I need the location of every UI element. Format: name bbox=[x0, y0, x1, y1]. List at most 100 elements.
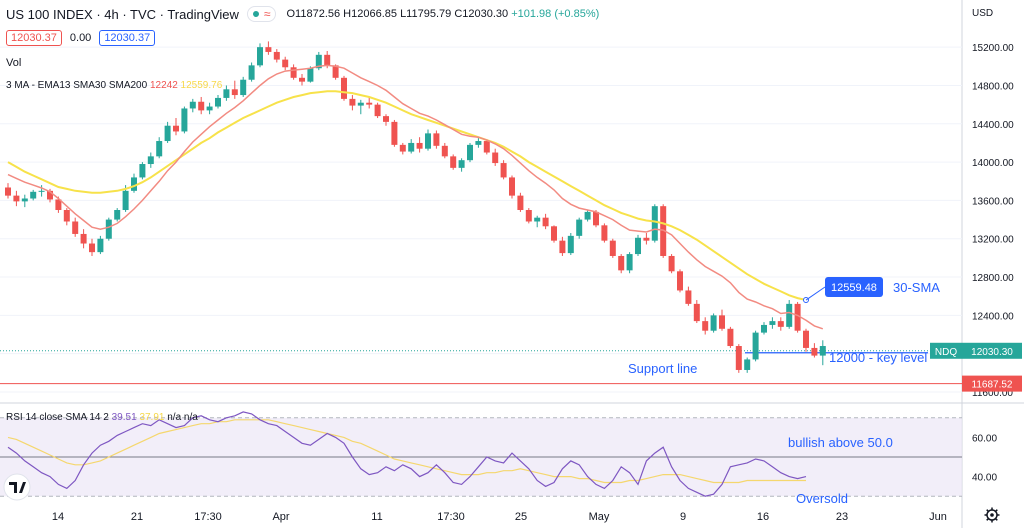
candle-body bbox=[147, 156, 154, 165]
candle-body bbox=[416, 142, 423, 149]
candle-body bbox=[794, 303, 801, 331]
price-tick-label: 14800.00 bbox=[972, 81, 1014, 92]
candle-body bbox=[677, 271, 683, 291]
candle-body bbox=[299, 77, 305, 82]
volume-legend[interactable]: Vol bbox=[6, 57, 22, 69]
market-status[interactable]: ≈ bbox=[246, 6, 277, 22]
candle-body bbox=[366, 102, 373, 105]
candle-body bbox=[47, 190, 53, 200]
ohlc-low: L11795.79 bbox=[400, 8, 452, 20]
candle-body bbox=[324, 54, 331, 66]
candle-body bbox=[777, 321, 784, 327]
candle-body bbox=[315, 54, 322, 69]
key-level-annotation: 12000 - key level bbox=[829, 350, 927, 365]
candle-body bbox=[231, 89, 238, 96]
spread-value: 0.00 bbox=[69, 32, 92, 44]
symbol-tag-box bbox=[930, 342, 962, 359]
price-tick-label: 14400.00 bbox=[972, 120, 1014, 131]
candle-body bbox=[542, 217, 549, 227]
ema13-value: 12242 bbox=[149, 80, 178, 91]
ma-legend-label: 3 MA - EMA13 SMA30 SMA200 bbox=[6, 80, 148, 91]
currency-label: USD bbox=[972, 8, 993, 19]
candle-body bbox=[517, 195, 524, 210]
rsi-legend-label: RSI 14 close SMA 14 2 bbox=[6, 412, 109, 423]
chart-header: US 100 INDEX · 4h · TVC · TradingView ≈ … bbox=[6, 6, 599, 22]
current-price-label: 12030.30 bbox=[971, 347, 1013, 358]
candle-body bbox=[483, 141, 490, 153]
candle-body bbox=[5, 187, 11, 196]
rsi-value: 39.51 bbox=[111, 412, 137, 423]
candle-body bbox=[282, 59, 289, 68]
candle-body bbox=[744, 359, 751, 370]
oversold-annotation: Oversold bbox=[796, 491, 848, 506]
candle-body bbox=[761, 324, 767, 333]
candle-body bbox=[643, 237, 650, 241]
candle-body bbox=[332, 65, 339, 78]
symbol-tag: NDQ bbox=[935, 347, 957, 358]
candle-body bbox=[131, 177, 137, 191]
ma-legend[interactable]: 3 MA - EMA13 SMA30 SMA200 12242 12559.76 bbox=[6, 80, 222, 91]
current-price-tag bbox=[962, 342, 1022, 359]
ohlc-change: +101.98 (+0.85%) bbox=[511, 8, 600, 20]
candle-body bbox=[660, 206, 667, 256]
candle-body bbox=[383, 116, 389, 122]
price-tick-label: 14000.00 bbox=[972, 158, 1014, 169]
rsi-line bbox=[7, 411, 807, 497]
gear-icon[interactable] bbox=[984, 507, 1000, 523]
sell-button[interactable]: 12030.37 bbox=[6, 30, 62, 46]
ohlc-high: H12066.85 bbox=[343, 8, 397, 20]
candle-body bbox=[72, 221, 79, 234]
time-tick-label: Apr bbox=[272, 511, 289, 523]
candle-body bbox=[38, 190, 45, 192]
sma30-annotation: 30-SMA bbox=[893, 280, 940, 295]
candle-body bbox=[399, 144, 406, 152]
candle-body bbox=[341, 77, 347, 99]
candle-body bbox=[273, 51, 280, 60]
candle-body bbox=[433, 133, 440, 146]
candle-body bbox=[156, 141, 163, 157]
buy-button[interactable]: 12030.37 bbox=[99, 30, 156, 46]
sma-callout-value: 12559.48 bbox=[831, 282, 877, 294]
price-tick-label: 13200.00 bbox=[972, 235, 1014, 246]
candle-body bbox=[181, 108, 188, 132]
candle-body bbox=[475, 141, 482, 145]
candle-body bbox=[458, 160, 465, 168]
candle-body bbox=[685, 290, 692, 304]
time-tick-label: 11 bbox=[371, 511, 382, 523]
rsi-legend[interactable]: RSI 14 close SMA 14 2 39.51 37.91 n/a n/… bbox=[6, 412, 198, 423]
price-tick-label: 11600.00 bbox=[972, 388, 1013, 399]
candle-body bbox=[500, 163, 507, 178]
candle-body bbox=[391, 121, 398, 145]
candle-body bbox=[559, 240, 566, 254]
ema13-line bbox=[7, 64, 824, 330]
sma30-value: 12559.76 bbox=[180, 80, 223, 91]
candle-body bbox=[593, 211, 599, 226]
candle-body bbox=[551, 226, 557, 241]
candle-body bbox=[89, 243, 95, 253]
candle-body bbox=[114, 210, 121, 220]
candle-body bbox=[248, 65, 255, 80]
time-tick-label: May bbox=[589, 511, 610, 523]
symbol-title[interactable]: US 100 INDEX · 4h · TVC · TradingView bbox=[6, 6, 239, 22]
time-tick-label: 17:30 bbox=[437, 511, 465, 523]
time-tick-label: 23 bbox=[836, 511, 848, 523]
candle-body bbox=[63, 210, 70, 222]
candle-body bbox=[609, 240, 616, 256]
sma-callout-box bbox=[825, 277, 883, 297]
candle-body bbox=[576, 219, 583, 236]
candle-body bbox=[492, 152, 499, 164]
candle-body bbox=[727, 328, 734, 347]
candle-body bbox=[265, 47, 272, 52]
candle-body bbox=[601, 225, 608, 241]
bullish-annotation: bullish above 50.0 bbox=[788, 435, 893, 450]
candle-body bbox=[55, 199, 62, 210]
candle-body bbox=[635, 237, 641, 255]
candle-body bbox=[357, 102, 364, 106]
candle-body bbox=[240, 79, 247, 96]
rsi-ma-line bbox=[7, 419, 806, 484]
candle-body bbox=[408, 142, 415, 152]
candle-body bbox=[307, 68, 314, 82]
ohlc-close: C12030.30 bbox=[454, 8, 509, 20]
